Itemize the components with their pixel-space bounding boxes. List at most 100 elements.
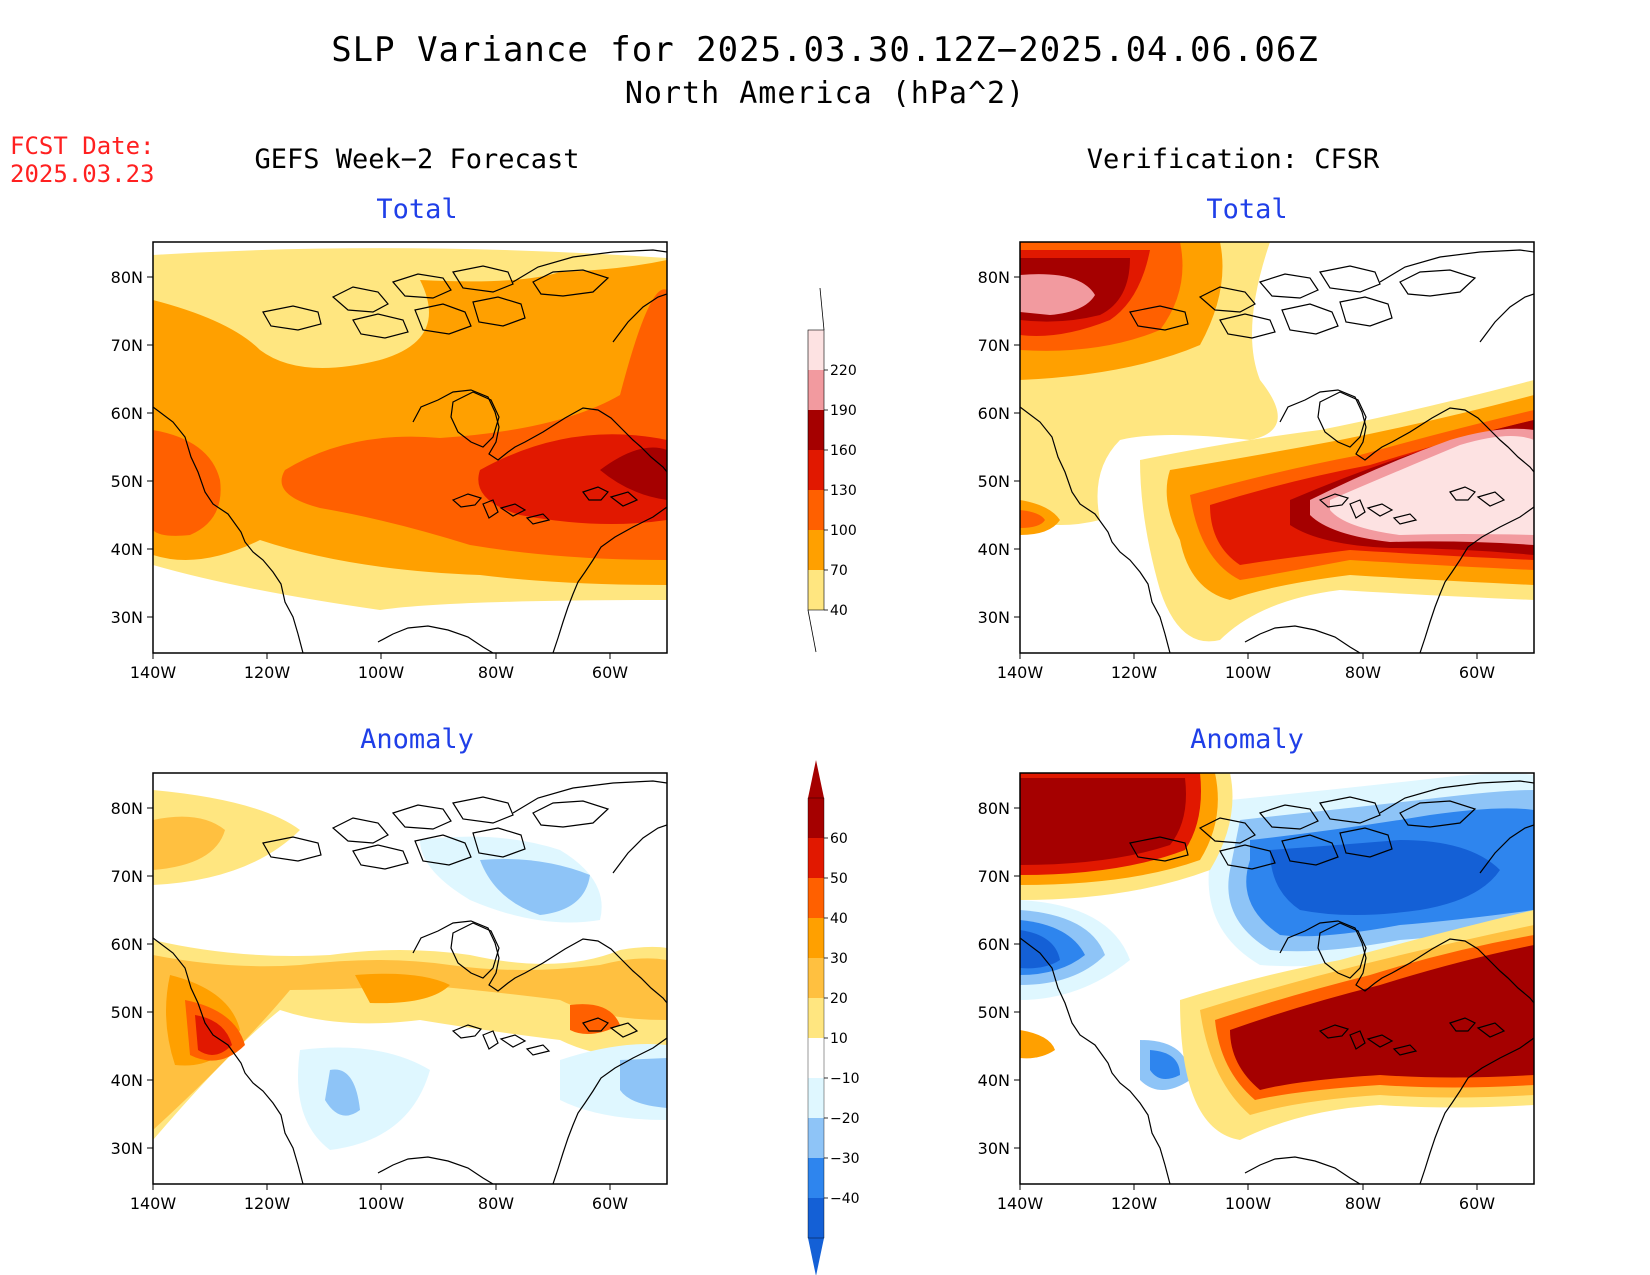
colorbar-top-arrow <box>808 760 824 798</box>
colorbar-anomaly: −40 −30 −20 −10 10 20 30 40 50 60 <box>807 760 860 1275</box>
colorbar-bottom-arrow <box>808 1238 824 1275</box>
panel-title-verification-total: Total <box>1206 194 1288 225</box>
lat-tick-label: 40N <box>978 1071 1010 1090</box>
lat-tick-label: 70N <box>111 867 143 886</box>
colorbar-swatch <box>808 410 824 450</box>
lat-tick-label: 50N <box>111 1003 143 1022</box>
lon-tick-label: 60W <box>592 663 628 682</box>
lon-tick-label: 80W <box>478 1194 514 1213</box>
colorbar-swatch <box>808 878 824 918</box>
colorbar-label: −10 <box>830 1071 860 1087</box>
fcst-date-value: 2025.03.23 <box>10 160 155 188</box>
map-verification-total <box>1019 241 1535 654</box>
lon-tick-label: 80W <box>1345 663 1381 682</box>
lat-tick-label: 70N <box>978 867 1010 886</box>
lon-tick-label: 140W <box>130 1194 177 1213</box>
lon-tick-label: 120W <box>1111 1194 1158 1213</box>
colorbar-swatch <box>808 570 824 610</box>
lat-tick-label: 80N <box>978 268 1010 287</box>
colorbar-swatch <box>808 1078 824 1118</box>
lat-tick-label: 60N <box>978 935 1010 954</box>
colorbar-label: 220 <box>830 363 857 379</box>
lon-tick-label: 120W <box>244 663 291 682</box>
lat-tick-label: 80N <box>111 268 143 287</box>
lat-tick-label: 30N <box>111 608 143 627</box>
lat-tick-label: 60N <box>111 404 143 423</box>
lat-tick-label: 30N <box>111 1139 143 1158</box>
map-forecast-total <box>152 241 668 654</box>
lat-tick-label: 50N <box>978 1003 1010 1022</box>
colorbar-swatch <box>808 370 824 410</box>
colorbar-top-cap <box>819 287 825 331</box>
colorbar-swatch <box>808 1198 824 1238</box>
lon-tick-label: 100W <box>358 663 405 682</box>
lat-tick-label: 70N <box>111 336 143 355</box>
colorbar-label: 40 <box>830 911 848 927</box>
colorbar-bottom-cap <box>807 609 817 653</box>
colorbar-swatch <box>808 1158 824 1198</box>
lon-tick-label: 100W <box>1225 1194 1272 1213</box>
lat-tick-label: 60N <box>978 404 1010 423</box>
lat-tick-label: 60N <box>111 935 143 954</box>
colorbar-label: −20 <box>830 1111 860 1127</box>
colorbar-swatch <box>808 798 824 838</box>
lon-tick-label: 140W <box>997 663 1044 682</box>
lon-tick-label: 80W <box>1345 1194 1381 1213</box>
panel-title-verification-anomaly: Anomaly <box>1190 724 1304 755</box>
colorbar-frame <box>807 329 825 611</box>
colorbar-label: −30 <box>830 1151 860 1167</box>
colorbar-swatch <box>808 490 824 530</box>
lon-tick-label: 100W <box>1225 663 1272 682</box>
colorbar-label: 40 <box>830 603 848 619</box>
colorbar-label: 30 <box>830 951 848 967</box>
colorbar-label: 50 <box>830 871 848 887</box>
lon-tick-label: 140W <box>997 1194 1044 1213</box>
colorbar-label: 160 <box>830 443 857 459</box>
lat-tick-label: 30N <box>978 608 1010 627</box>
column-heading-forecast: GEFS Week−2 Forecast <box>254 144 580 175</box>
lon-tick-label: 120W <box>244 1194 291 1213</box>
colorbar-label: −40 <box>830 1191 860 1207</box>
lat-tick-label: 50N <box>978 472 1010 491</box>
lat-tick-label: 40N <box>978 540 1010 559</box>
lon-tick-label: 140W <box>130 663 177 682</box>
fcst-date-label: FCST Date: <box>10 132 155 160</box>
colorbar-swatch <box>808 918 824 958</box>
lon-tick-label: 100W <box>358 1194 405 1213</box>
colorbar-label: 60 <box>830 831 848 847</box>
lon-tick-label: 80W <box>478 663 514 682</box>
colorbar-label: 190 <box>830 403 857 419</box>
lon-tick-label: 120W <box>1111 663 1158 682</box>
colorbar-swatch <box>808 1038 824 1078</box>
colorbar-label: 100 <box>830 523 857 539</box>
lat-tick-label: 50N <box>111 472 143 491</box>
colorbar-swatch <box>808 530 824 570</box>
colorbar-label: 10 <box>830 1031 848 1047</box>
lat-tick-label: 40N <box>111 540 143 559</box>
colorbar-swatch <box>808 998 824 1038</box>
lat-tick-label: 30N <box>978 1139 1010 1158</box>
lat-tick-label: 70N <box>978 336 1010 355</box>
lat-tick-label: 80N <box>978 799 1010 818</box>
map-verification-anomaly <box>1019 772 1535 1185</box>
main-title: SLP Variance for 2025.03.30.12Z−2025.04.… <box>331 30 1319 70</box>
main-subtitle: North America (hPa^2) <box>624 76 1026 111</box>
colorbar-frame <box>807 797 825 1239</box>
lon-tick-label: 60W <box>1459 663 1495 682</box>
lat-tick-label: 80N <box>111 799 143 818</box>
colorbar-label: 70 <box>830 563 848 579</box>
map-forecast-anomaly <box>152 772 668 1185</box>
panel-title-forecast-total: Total <box>376 194 458 225</box>
colorbar-swatch <box>808 1118 824 1158</box>
colorbar-label: 130 <box>830 483 857 499</box>
colorbar-swatch <box>808 330 824 370</box>
lat-tick-label: 40N <box>111 1071 143 1090</box>
colorbar-swatch <box>808 838 824 878</box>
column-heading-verification: Verification: CFSR <box>1086 144 1380 175</box>
colorbar-total: 40 70 100 130 160 190 220 <box>807 287 857 653</box>
lon-tick-label: 60W <box>1459 1194 1495 1213</box>
panel-title-forecast-anomaly: Anomaly <box>360 724 474 755</box>
colorbar-swatch <box>808 450 824 490</box>
colorbar-label: 20 <box>830 991 848 1007</box>
